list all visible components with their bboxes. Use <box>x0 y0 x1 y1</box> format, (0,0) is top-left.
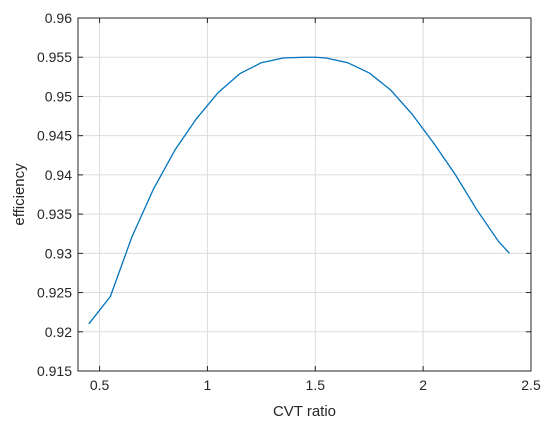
series-line-0 <box>88 56 510 325</box>
y-tick-label: 0.915 <box>37 363 72 379</box>
y-axis-label: efficiency <box>11 163 28 226</box>
y-tick-label: 0.955 <box>37 49 72 65</box>
y-tick-label: 0.96 <box>45 10 72 26</box>
x-tick-label: 1.5 <box>306 377 326 393</box>
y-tick-label: 0.95 <box>45 88 72 104</box>
y-tick-label: 0.92 <box>45 324 72 340</box>
y-tick-label: 0.925 <box>37 285 72 301</box>
y-tick-label: 0.94 <box>45 167 72 183</box>
x-tick-label: 2.5 <box>521 377 541 393</box>
y-tick-label: 0.935 <box>37 206 72 222</box>
plot-frame <box>77 17 532 372</box>
ticks: 0.5 1 1.5 2 2.5 0.915 0.92 0.925 0.93 0.935 0.94 0.… <box>37 10 541 393</box>
x-tick-label: 2 <box>419 377 427 393</box>
plot-background <box>78 18 531 371</box>
y-tick-label: 0.93 <box>45 245 72 261</box>
x-axis-label: CVT ratio <box>273 403 336 420</box>
series-layer <box>88 56 510 325</box>
x-tick-label: 1 <box>204 377 212 393</box>
y-tick-label: 0.945 <box>37 128 72 144</box>
x-tick-label: 0.5 <box>90 377 110 393</box>
